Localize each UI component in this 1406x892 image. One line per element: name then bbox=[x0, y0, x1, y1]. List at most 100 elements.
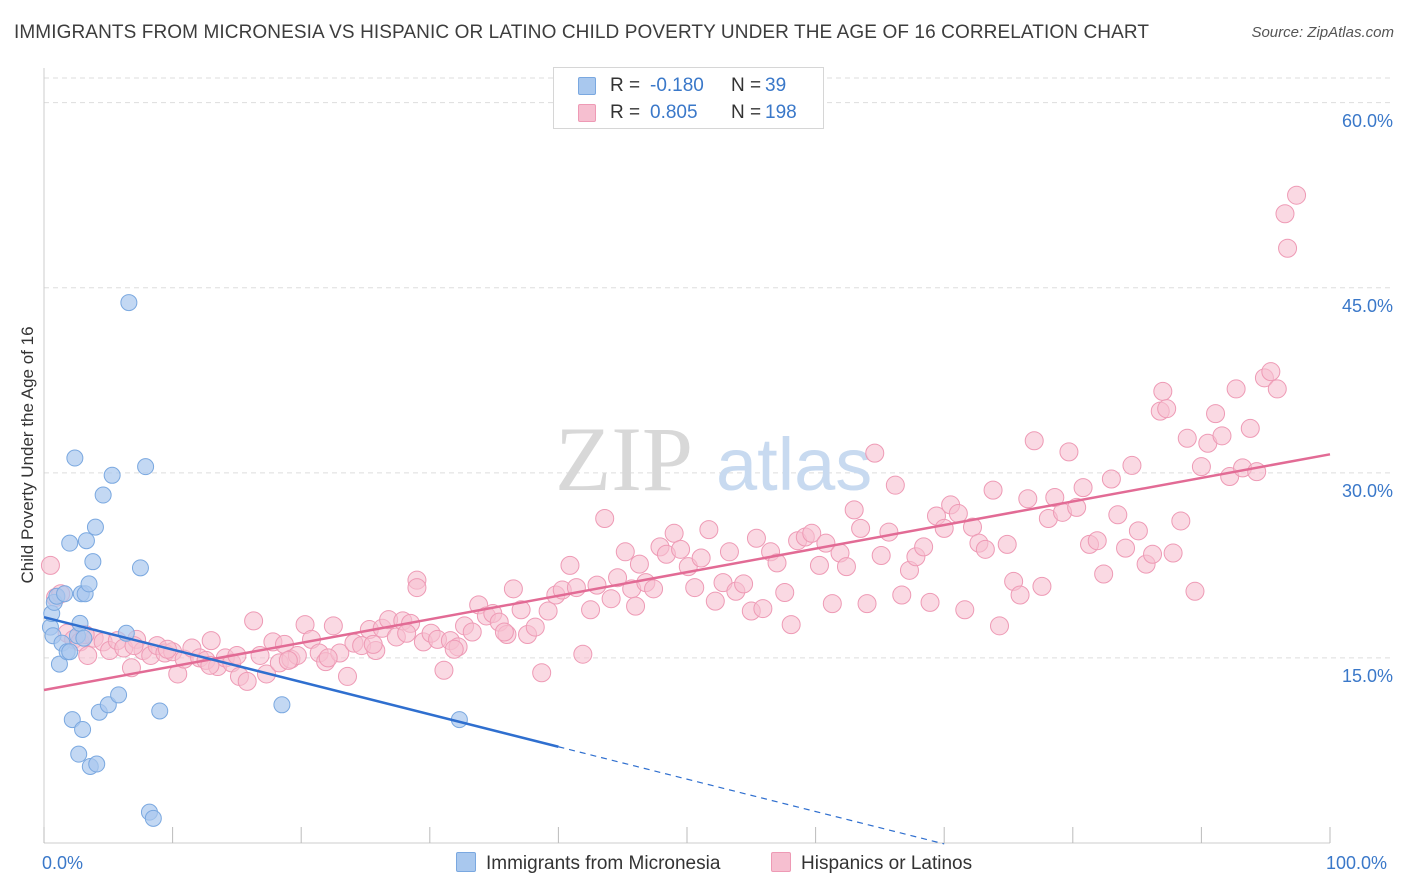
correlation-legend: R = -0.180 N = 39 R = 0.805 N = 198 bbox=[553, 67, 824, 129]
hispanics-point bbox=[1101, 469, 1121, 489]
hispanics-point bbox=[836, 557, 856, 577]
micronesia-point bbox=[103, 466, 121, 484]
micronesia-point bbox=[63, 711, 81, 729]
hispanics-point bbox=[1275, 204, 1295, 224]
hispanics-point bbox=[608, 568, 628, 588]
hispanics-point bbox=[746, 528, 766, 548]
hispanics-point bbox=[1267, 379, 1287, 399]
y-tick-label: 60.0% bbox=[1341, 110, 1393, 131]
hispanics-point bbox=[1122, 455, 1142, 475]
micronesia-point bbox=[75, 629, 93, 647]
axes bbox=[43, 68, 1331, 844]
micronesia-point bbox=[77, 532, 95, 550]
hispanics-point bbox=[444, 639, 464, 659]
legend-label: Immigrants from Micronesia bbox=[486, 853, 721, 874]
hispanics-point bbox=[1094, 564, 1114, 584]
hispanics-point bbox=[865, 443, 885, 463]
hispanics-point bbox=[879, 522, 899, 542]
hispanics-point bbox=[892, 585, 912, 605]
hispanics-point bbox=[40, 555, 60, 575]
hispanics-point bbox=[1247, 462, 1267, 482]
legend-label: Hispanics or Latinos bbox=[801, 853, 973, 874]
hispanics-point bbox=[914, 537, 934, 557]
hispanics-point bbox=[767, 553, 787, 573]
hispanics-point bbox=[1287, 185, 1307, 205]
hispanics-point bbox=[581, 600, 601, 620]
hispanics-point bbox=[1153, 381, 1173, 401]
hispanics-point bbox=[857, 594, 877, 614]
micronesia-point bbox=[144, 809, 162, 827]
micronesia-point bbox=[61, 534, 79, 552]
source-label: Source: ZipAtlas.com bbox=[1251, 24, 1394, 41]
hispanics-point bbox=[955, 600, 975, 620]
legend-swatch-blue bbox=[456, 852, 476, 872]
hispanics-point bbox=[699, 520, 719, 540]
trend-lines bbox=[43, 453, 1331, 845]
watermark-zip: ZIP bbox=[555, 408, 693, 510]
hispanics-point bbox=[989, 616, 1009, 636]
hispanics-point bbox=[407, 578, 427, 598]
hispanics-point bbox=[1116, 538, 1136, 558]
micronesia-point bbox=[94, 486, 112, 504]
hispanics-point bbox=[671, 539, 691, 559]
hispanics-point bbox=[363, 634, 383, 654]
hispanics-point bbox=[1067, 497, 1087, 517]
hispanics-point bbox=[538, 601, 558, 621]
hispanics-point bbox=[1087, 531, 1107, 551]
micronesia-point bbox=[86, 518, 104, 536]
hispanics-point bbox=[503, 579, 523, 599]
hispanics-point bbox=[691, 548, 711, 568]
y-tick-label: 30.0% bbox=[1341, 480, 1393, 501]
hispanics-point bbox=[844, 500, 864, 520]
micronesia-point bbox=[50, 655, 68, 673]
r-value: -0.180 bbox=[650, 75, 704, 96]
x-tick-label-min: 0.0% bbox=[42, 853, 84, 873]
legend-swatch-blue bbox=[578, 77, 596, 95]
hispanics-point bbox=[644, 579, 664, 599]
micronesia-point bbox=[56, 585, 74, 603]
y-tick-label: 45.0% bbox=[1341, 295, 1393, 316]
r-value: 0.805 bbox=[650, 102, 698, 123]
hispanics-point bbox=[337, 666, 357, 686]
hispanics-point bbox=[1240, 418, 1260, 438]
hispanics-point bbox=[1108, 505, 1128, 525]
watermark: ZIP atlas bbox=[555, 408, 872, 510]
n-label: N = bbox=[731, 102, 762, 123]
hispanics-trend-line bbox=[43, 453, 1331, 692]
hispanics-point bbox=[962, 517, 982, 537]
hispanics-point bbox=[1171, 511, 1191, 531]
hispanics-point bbox=[629, 554, 649, 574]
micronesia-point bbox=[84, 553, 102, 571]
hispanics-point bbox=[525, 617, 545, 637]
n-label: N = bbox=[731, 75, 762, 96]
r-label: R = bbox=[610, 102, 641, 123]
hispanics-point bbox=[462, 622, 482, 642]
hispanics-point bbox=[983, 480, 1003, 500]
series-micronesia-points bbox=[41, 294, 468, 827]
r-label: R = bbox=[610, 75, 641, 96]
hispanics-point bbox=[851, 518, 871, 538]
hispanics-point bbox=[685, 578, 705, 598]
hispanics-point bbox=[920, 592, 940, 612]
hispanics-point bbox=[1157, 399, 1177, 419]
hispanics-point bbox=[626, 596, 646, 616]
micronesia-point bbox=[71, 614, 89, 632]
hispanics-point bbox=[948, 504, 968, 524]
x-tick-label-max: 100.0% bbox=[1326, 853, 1388, 873]
watermark-atlas: atlas bbox=[716, 423, 872, 506]
hispanics-point bbox=[705, 591, 725, 611]
hispanics-point bbox=[1261, 362, 1281, 382]
y-tick-label: 15.0% bbox=[1341, 665, 1393, 686]
hispanics-point bbox=[1128, 521, 1148, 541]
hispanics-point bbox=[532, 663, 552, 683]
legend-item-hispanics: Hispanics or Latinos bbox=[771, 852, 972, 876]
hispanics-point bbox=[734, 574, 754, 594]
hispanics-point bbox=[397, 623, 417, 643]
micronesia-point bbox=[131, 559, 149, 577]
hispanics-point bbox=[601, 589, 621, 609]
hispanics-point bbox=[753, 599, 773, 619]
hispanics-point bbox=[573, 644, 593, 664]
hispanics-point bbox=[511, 600, 531, 620]
hispanics-point bbox=[560, 555, 580, 575]
micronesia-point bbox=[151, 702, 169, 720]
